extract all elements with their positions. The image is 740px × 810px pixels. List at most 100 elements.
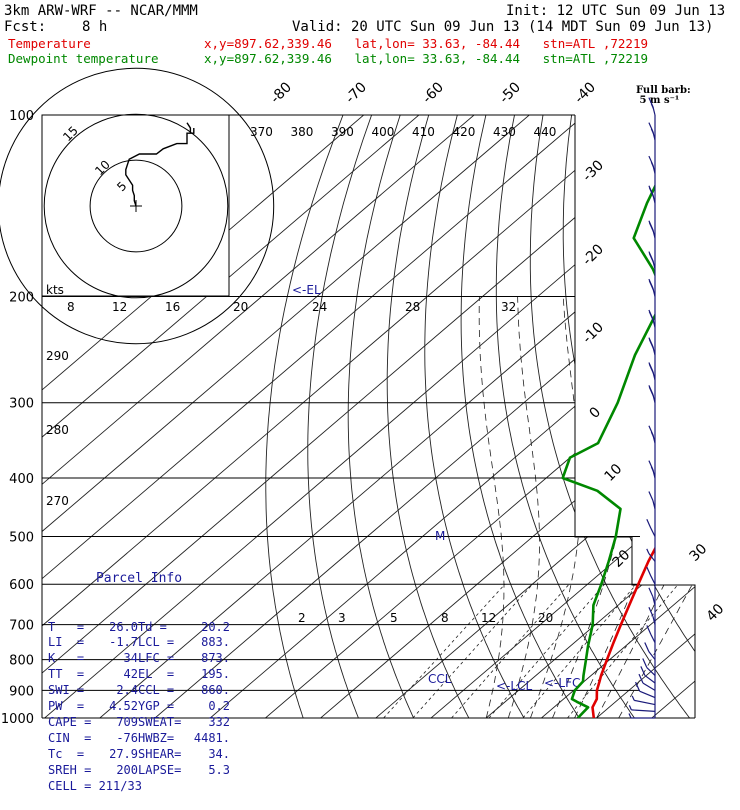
pressure-tick-label: 600 bbox=[9, 578, 34, 593]
barb-flag bbox=[647, 519, 651, 528]
parcel-info-cell: 4.52 bbox=[96, 699, 138, 715]
mixing-ratio-label: 3 bbox=[338, 611, 346, 625]
speed-label: 28 bbox=[405, 300, 420, 314]
isotherm bbox=[692, 87, 740, 730]
isotherm-label: 10 bbox=[602, 461, 626, 485]
barb-shaft bbox=[643, 683, 655, 690]
parcel-info-cell: LAPSE= bbox=[138, 763, 188, 779]
speed-label: 16 bbox=[165, 300, 180, 314]
pressure-tick-label: 400 bbox=[9, 472, 34, 487]
barb-flag bbox=[629, 705, 631, 710]
barb-flag bbox=[645, 642, 649, 651]
parcel-info-cell: 873. bbox=[188, 651, 230, 667]
parcel-info-cell: TT = bbox=[48, 667, 96, 683]
barb-flag bbox=[649, 222, 653, 231]
pressure-tick-label: 700 bbox=[9, 619, 34, 634]
isotherm bbox=[250, 87, 740, 730]
parcel-info-cell: 2.4 bbox=[96, 683, 138, 699]
mixing-ratio-line bbox=[413, 584, 533, 718]
isotherm bbox=[582, 87, 740, 730]
pressure-tick-label: 900 bbox=[9, 684, 34, 699]
barb-shaft bbox=[631, 710, 655, 711]
isotherm bbox=[140, 87, 740, 730]
barb-flag bbox=[647, 567, 651, 576]
speed-label: 12 bbox=[112, 300, 127, 314]
isotherm-label: -60 bbox=[420, 79, 447, 106]
pressure-tick-label: 1000 bbox=[1, 712, 34, 727]
parcel-info-cell: 709 bbox=[96, 715, 138, 731]
wind-barb bbox=[647, 567, 655, 584]
parcel-info-cell: 200 bbox=[96, 763, 138, 779]
isotherm-label: 0 bbox=[587, 404, 605, 422]
parcel-info-cell: SWI = bbox=[48, 683, 96, 699]
hodograph-unit: kts bbox=[46, 283, 64, 297]
dry-adiabat bbox=[387, 115, 475, 731]
barb-flag bbox=[649, 387, 653, 396]
parcel-info-cell: 4481. bbox=[188, 731, 230, 747]
parcel-info-row: SWI =2.4CCL =860. bbox=[48, 683, 230, 699]
mixing-ratio-label: 8 bbox=[441, 611, 449, 625]
theta-label: 380 bbox=[291, 125, 314, 139]
mixing-ratio-line bbox=[384, 584, 505, 718]
parcel-info-row: CAPE =709SWEAT=332 bbox=[48, 715, 230, 731]
parcel-info-cell: 34 bbox=[96, 651, 138, 667]
parcel-info-cell: 27.9 bbox=[96, 747, 138, 763]
parcel-info-row: PW =4.52YGP =0.2 bbox=[48, 699, 230, 715]
theta-left-label: 280 bbox=[46, 423, 69, 437]
parcel-info-row: K =34LFC =873. bbox=[48, 651, 230, 667]
wind-barb bbox=[649, 123, 655, 140]
theta-label: 440 bbox=[534, 125, 557, 139]
parcel-info-cell: CAPE = bbox=[48, 715, 96, 731]
barb-flag bbox=[649, 588, 653, 597]
wind-barb bbox=[632, 696, 655, 705]
barb-flag bbox=[649, 253, 653, 262]
moist-adiabat bbox=[575, 297, 686, 719]
wind-barb bbox=[649, 588, 655, 605]
mixing-ratio-label: 12 bbox=[481, 611, 496, 625]
wind-barb bbox=[649, 363, 655, 380]
wind-barb bbox=[649, 492, 655, 509]
parcel-info-cell: 42 bbox=[96, 667, 138, 683]
barb-shaft bbox=[651, 634, 655, 642]
theta-label: 390 bbox=[331, 125, 354, 139]
parcel-info-cell: LCL = bbox=[138, 635, 188, 651]
wind-barb bbox=[649, 156, 655, 173]
barb-flag bbox=[649, 281, 653, 290]
dry-adiabat bbox=[425, 115, 532, 731]
barb-shaft bbox=[649, 651, 655, 659]
parcel-info-cell: 860. bbox=[188, 683, 230, 699]
speed-label: 20 bbox=[233, 300, 248, 314]
parcel-info-cell: LFC = bbox=[138, 651, 188, 667]
mixing-ratio-line bbox=[568, 584, 679, 718]
dry-adiabat bbox=[496, 115, 643, 731]
parcel-info-row: CELL = 211/33 bbox=[48, 779, 230, 795]
parcel-info-cell: SREH = bbox=[48, 763, 96, 779]
isotherm-label: -40 bbox=[572, 79, 599, 106]
theta-label: 410 bbox=[412, 125, 435, 139]
wind-barb bbox=[649, 385, 655, 402]
barb-flag bbox=[632, 696, 634, 701]
mixing-ratio-label: 2 bbox=[298, 611, 306, 625]
el-marker: <-EL bbox=[292, 283, 321, 297]
parcel-info-cell: 883. bbox=[188, 635, 230, 651]
speed-label: 8 bbox=[67, 300, 75, 314]
speed-label: 24 bbox=[312, 300, 327, 314]
wind-barb bbox=[629, 705, 655, 711]
barb-flag bbox=[649, 312, 653, 321]
dry-adiabat bbox=[595, 115, 740, 731]
dewpoint-trace bbox=[563, 115, 712, 718]
parcel-info-cell: Td = bbox=[138, 620, 188, 636]
pressure-tick-label: 300 bbox=[9, 397, 34, 412]
wind-barb bbox=[649, 221, 655, 238]
parcel-info-cell: HWBZ= bbox=[138, 731, 188, 747]
m-marker: M bbox=[435, 529, 445, 543]
speed-label: 32 bbox=[501, 300, 516, 314]
barb-shaft bbox=[651, 528, 655, 536]
pressure-tick-label: 100 bbox=[9, 109, 34, 124]
wind-barb bbox=[649, 338, 655, 355]
parcel-info-row: T =26.0Td =20.2 bbox=[48, 620, 230, 636]
isotherm bbox=[416, 87, 740, 730]
wind-barb bbox=[647, 625, 655, 642]
dry-adiabat bbox=[686, 115, 740, 731]
parcel-info-row: SREH =200LAPSE=5.3 bbox=[48, 763, 230, 779]
